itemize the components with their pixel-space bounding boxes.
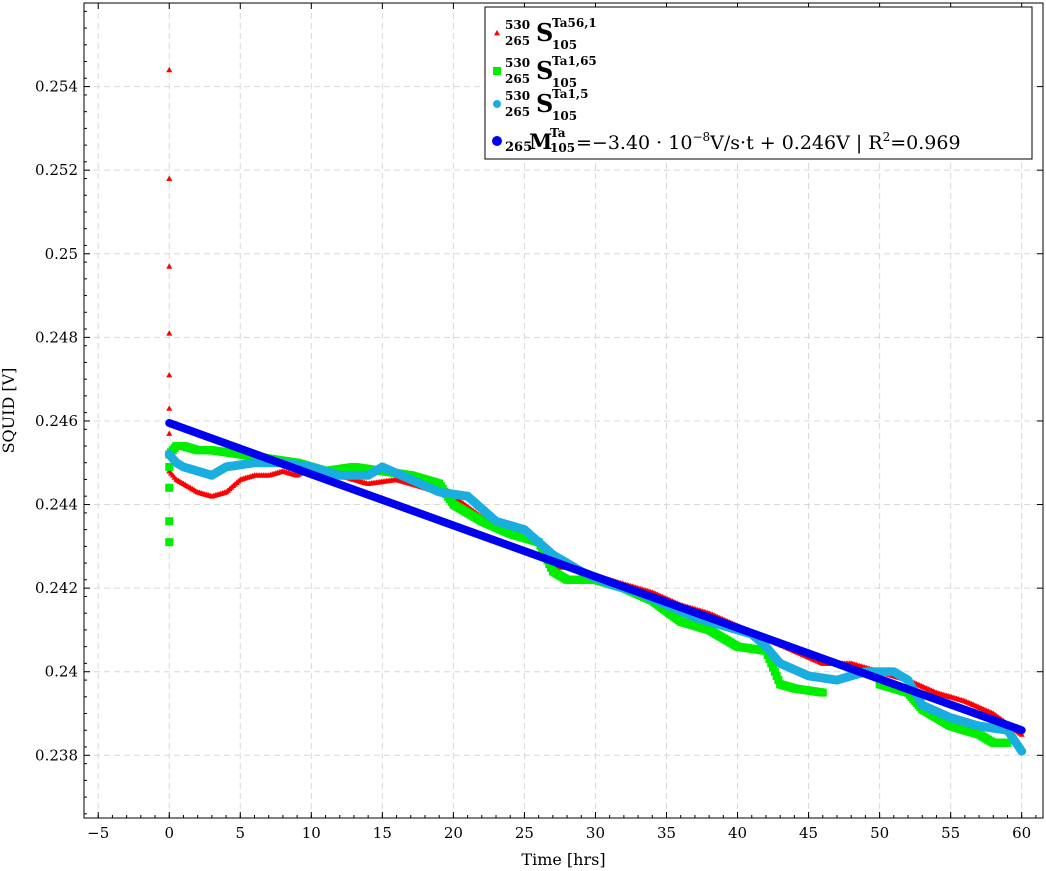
legend-sub: 105: [552, 109, 577, 123]
x-tick-label: 35: [657, 824, 676, 842]
y-tick-label: 0.252: [35, 161, 78, 179]
data-point: [818, 688, 827, 697]
legend-sup: Ta: [550, 126, 566, 140]
legend-marker: [492, 136, 502, 146]
tick-labels: −5 0 5 10 15 20 25 30 35 40 45 50 55 600.2380.240.242…: [35, 78, 1031, 842]
data-point: [165, 538, 174, 547]
data-point: [772, 671, 781, 680]
legend-equation: =−3.40 · 10: [576, 132, 692, 154]
y-tick-label: 0.246: [35, 412, 78, 430]
y-tick-label: 0.248: [35, 328, 78, 346]
x-tick-label: 60: [1012, 824, 1031, 842]
data-point: [774, 676, 783, 685]
legend-label: 530 265 STa1,65 105: [505, 54, 597, 90]
legend-base: S: [536, 56, 553, 85]
legend-presup: 530: [505, 56, 530, 70]
x-tick-label: 40: [728, 824, 747, 842]
plot-area: [164, 66, 1027, 756]
legend-presup: 530: [505, 18, 530, 32]
data-point: [765, 655, 774, 664]
series-2: [165, 442, 1012, 747]
x-tick-label: 55: [941, 824, 960, 842]
data-point: [770, 667, 779, 676]
legend-marker: [493, 67, 501, 75]
y-tick-label: 0.244: [35, 496, 78, 514]
y-tick-label: 0.25: [45, 245, 78, 263]
data-point: [769, 663, 778, 672]
y-axis-label: SQUID [V]: [0, 368, 18, 454]
data-point: [166, 66, 173, 73]
data-point: [166, 430, 173, 436]
data-point: [767, 659, 776, 668]
data-point: [1017, 746, 1027, 756]
y-tick-label: 0.242: [35, 579, 78, 597]
x-tick-label: 25: [515, 824, 534, 842]
data-point: [166, 175, 173, 181]
data-point: [165, 462, 174, 471]
legend-presub: 265: [505, 34, 530, 48]
y-tick-label: 0.254: [35, 78, 78, 96]
legend-sup: Ta1,65: [552, 54, 597, 68]
legend-equation-rest: V/s·t + 0.246V | R: [709, 132, 883, 154]
legend-sup: Ta56,1: [552, 16, 597, 30]
x-tick-label: 15: [373, 824, 392, 842]
legend-presub: 265: [505, 105, 530, 119]
data-point: [166, 330, 173, 336]
x-tick-label: 5: [236, 824, 246, 842]
legend-marker: [493, 100, 501, 108]
y-tick-label: 0.238: [35, 746, 78, 764]
legend-marker: [494, 30, 500, 36]
x-tick-label: 45: [799, 824, 818, 842]
series-4: [165, 419, 1026, 735]
legend-presub: 265: [505, 140, 532, 155]
legend-label: 265MTa 105=−3.40 · 10−8V/s·t + 0.246V | R…: [505, 126, 961, 155]
legend-sub: 105: [552, 76, 577, 90]
fit-line: [165, 419, 1026, 735]
data-point: [166, 263, 173, 269]
legend-presub: 265: [505, 72, 530, 86]
x-tick-label: 20: [444, 824, 463, 842]
data-point: [166, 405, 173, 411]
legend-presup: 530: [505, 89, 530, 103]
data-point: [165, 483, 174, 492]
legend-box: [484, 6, 1033, 160]
x-tick-label: −5: [87, 824, 109, 842]
x-tick-label: 10: [302, 824, 321, 842]
data-point: [165, 517, 174, 526]
legend-base: M: [529, 129, 552, 154]
data-point: [166, 371, 173, 378]
legend-sup: Ta1,5: [552, 87, 588, 101]
legend-label: 530 265 STa1,5 105: [505, 87, 588, 123]
legend-r-value: =0.969: [890, 132, 960, 154]
legend-label: 530 265 STa56,1 105: [505, 16, 597, 52]
y-tick-label: 0.24: [45, 663, 78, 681]
axes-frame: [83, 2, 1044, 819]
legend-base: S: [536, 89, 553, 118]
x-tick-label: 0: [164, 824, 174, 842]
x-axis-label: Time [hrs]: [521, 850, 605, 869]
legend-exponent: −8: [692, 130, 710, 144]
x-tick-label: 30: [586, 824, 605, 842]
legend-sub: 105: [550, 141, 575, 155]
x-tick-label: 50: [870, 824, 889, 842]
data-point: [1003, 738, 1012, 747]
ticks: [83, 3, 1043, 818]
legend-base: S: [536, 18, 553, 47]
legend-sub: 105: [552, 38, 577, 52]
legend-r-exponent: 2: [883, 130, 891, 144]
